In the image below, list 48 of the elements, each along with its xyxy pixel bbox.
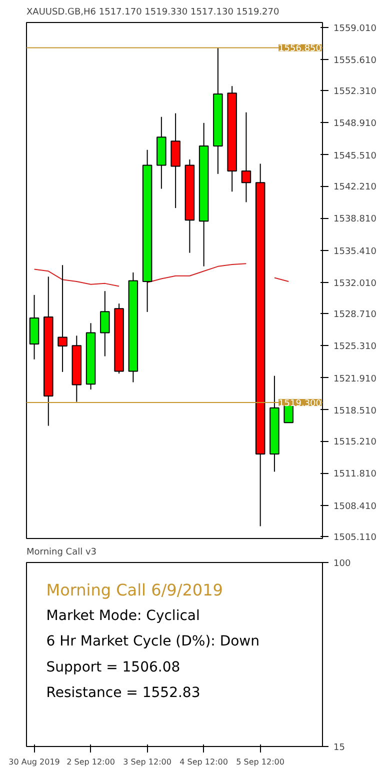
y-tick-label: 1559.010 (334, 24, 377, 34)
y-tick-label: 1511.810 (334, 470, 377, 480)
y-tick-label: 100 (334, 559, 351, 569)
x-tick-label: 2 Sep 12:00 (66, 758, 115, 766)
y-tick-label: 1542.210 (334, 182, 377, 193)
candlestick (72, 335, 82, 402)
annotation: Resistance = 1552.83 (46, 685, 200, 702)
y-tick-label: 1528.710 (334, 310, 377, 320)
y-tick-label: 1508.410 (334, 502, 377, 512)
candlestick (227, 86, 237, 192)
candlestick (29, 294, 40, 360)
text: Morning Call 6/9/2019 (46, 580, 223, 600)
candlestick (44, 276, 54, 426)
candlestick (170, 112, 180, 209)
chart-title: Morning Call v3 (26, 548, 97, 558)
y-tick-label: 1538.810 (334, 214, 377, 225)
candlestick (255, 163, 266, 527)
chart-title: XAUUSD.GB,H6 1517.170 1519.330 1517.130 1519.270 (26, 8, 280, 18)
annotation: Market Mode: Cyclical (46, 608, 200, 624)
x-tick-label: 4 Sep 12:00 (180, 758, 228, 766)
y-tick-label: 1555.610 (334, 56, 377, 66)
y-tick-label: 1518.510 (334, 406, 377, 416)
x-tick-label: 30 Aug 2019 (8, 758, 60, 766)
y-tick-label: 1545.510 (334, 151, 377, 162)
y-tick-label: 1521.910 (334, 374, 377, 384)
y-tick-label: 1548.910 (334, 119, 377, 130)
y-tick-label: 1552.310 (334, 87, 377, 98)
candlestick (128, 272, 138, 383)
candlestick (100, 290, 110, 357)
y-tick-label: 1535.410 (334, 246, 377, 257)
y-tick-label: 1532.010 (334, 278, 377, 289)
candlestick (86, 322, 96, 390)
annotation: 6 Hr Market Cycle (D%): Down (46, 634, 260, 650)
candlestick (241, 112, 252, 203)
x-tick-label: 3 Sep 12:00 (123, 758, 172, 766)
candlestick (213, 47, 223, 174)
y-tick-label: 15 (334, 743, 345, 753)
x-tick-label: 5 Sep 12:00 (236, 758, 284, 766)
y-tick-label: 1525.310 (334, 342, 377, 352)
candlestick (58, 264, 68, 372)
y-tick-label: 1515.210 (334, 438, 377, 448)
candlestick (270, 375, 280, 472)
y-tick-label: 1505.110 (334, 533, 377, 544)
candlestick (142, 149, 152, 312)
ref-line-label: 1556.850 (278, 44, 322, 54)
candlestick (156, 116, 166, 190)
annotation: Support = 1506.08 (46, 659, 180, 676)
candlestick (198, 122, 209, 267)
